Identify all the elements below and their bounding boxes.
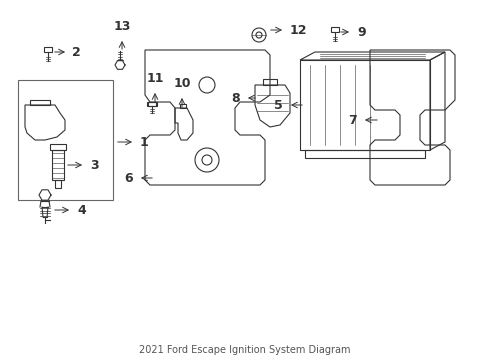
Bar [180, 104, 186, 108]
Text: 5: 5 [274, 99, 283, 112]
Bar [55, 180, 61, 188]
Text: 2021 Ford Escape Ignition System Diagram: 2021 Ford Escape Ignition System Diagram [139, 345, 351, 355]
Text: 12: 12 [290, 23, 308, 36]
Bar [148, 102, 156, 106]
Text: 4: 4 [77, 203, 86, 216]
Text: 11: 11 [146, 72, 164, 85]
Bar [52, 150, 64, 180]
Bar [300, 60, 430, 150]
Bar [263, 79, 277, 85]
Bar [18, 80, 113, 200]
Text: 9: 9 [357, 26, 366, 39]
Text: 1: 1 [140, 135, 149, 149]
Text: 6: 6 [124, 171, 133, 185]
Bar [305, 150, 425, 158]
Bar [50, 144, 66, 150]
Bar [331, 27, 339, 32]
Bar [44, 47, 52, 52]
Text: 3: 3 [90, 158, 98, 171]
Text: 7: 7 [348, 113, 357, 126]
Text: 8: 8 [231, 91, 240, 104]
Text: 13: 13 [113, 20, 131, 33]
Text: 2: 2 [72, 45, 81, 59]
Bar [147, 102, 157, 106]
Text: 10: 10 [173, 77, 191, 90]
Bar [30, 100, 50, 105]
